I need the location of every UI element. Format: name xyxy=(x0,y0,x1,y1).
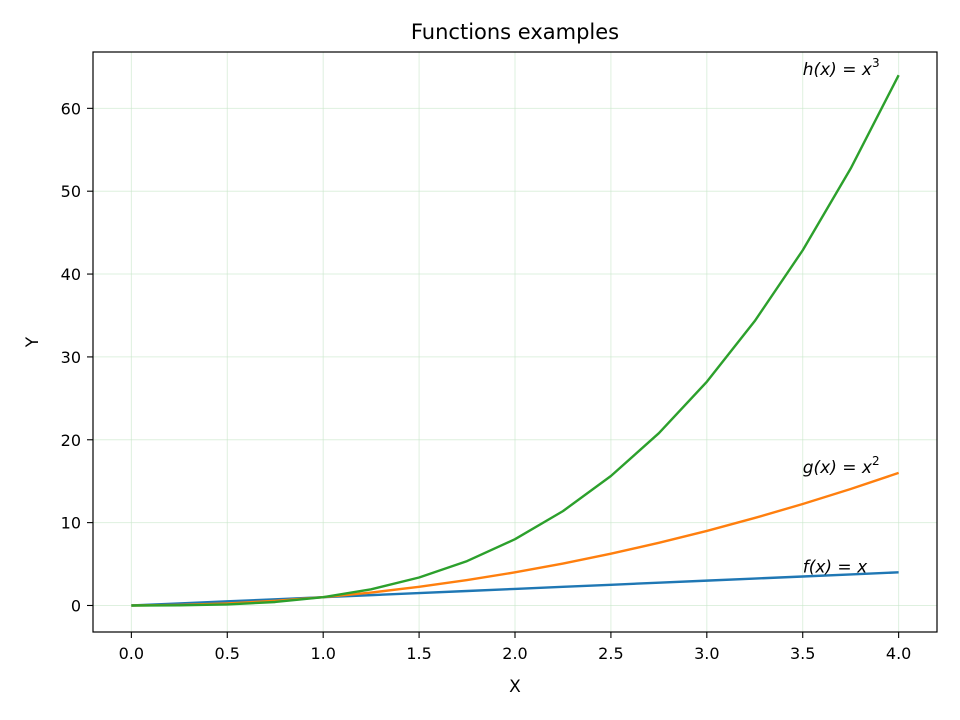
x-tick-label: 0.0 xyxy=(119,644,144,663)
x-tick-label: 2.5 xyxy=(598,644,623,663)
annotation-lhs: g(x) xyxy=(803,458,837,478)
f-series-line xyxy=(131,571,899,607)
x-axis: 0.0 0.5 1.0 1.5 2.0 2.5 3.0 3.5 4.0 xyxy=(119,632,911,663)
annotation-rhs: x xyxy=(861,60,873,80)
annotation-operator: = xyxy=(837,60,862,80)
annotation-rhs: x xyxy=(861,458,873,478)
series-layer xyxy=(131,74,900,607)
y-tick-label: 50 xyxy=(61,182,81,201)
x-tick-label: 3.0 xyxy=(694,644,719,663)
annotation-operator: = xyxy=(832,557,857,577)
g-annotation: g(x) = x2 xyxy=(803,454,880,478)
y-axis: 0 10 20 30 40 50 60 xyxy=(61,99,93,615)
h-annotation: h(x) = x3 xyxy=(803,56,880,80)
annotation-exponent: 3 xyxy=(872,56,880,70)
x-axis-label: X xyxy=(509,677,521,697)
annotation-lhs: h(x) xyxy=(803,60,837,80)
x-tick-label: 1.5 xyxy=(406,644,431,663)
y-tick-label: 20 xyxy=(61,431,81,450)
x-tick-label: 0.5 xyxy=(215,644,240,663)
x-tick-label: 1.0 xyxy=(310,644,335,663)
y-tick-label: 0 xyxy=(71,596,81,615)
annotation-layer: f(x) = xg(x) = x2h(x) = x3 xyxy=(803,56,880,577)
y-tick-label: 60 xyxy=(61,99,81,118)
y-tick-label: 30 xyxy=(61,348,81,367)
grid-lines xyxy=(93,52,937,632)
y-axis-label: Y xyxy=(23,336,43,348)
x-tick-label: 2.0 xyxy=(502,644,527,663)
f-annotation: f(x) = x xyxy=(803,557,868,577)
annotation-lhs: f(x) xyxy=(803,557,832,577)
y-tick-label: 40 xyxy=(61,265,81,284)
y-tick-label: 10 xyxy=(61,514,81,533)
annotation-exponent: 2 xyxy=(872,454,880,468)
x-tick-label: 3.5 xyxy=(790,644,815,663)
h-series-line xyxy=(131,74,900,607)
x-tick-label: 4.0 xyxy=(886,644,911,663)
chart-title: Functions examples xyxy=(411,20,619,44)
annotation-operator: = xyxy=(837,458,862,478)
annotation-rhs: x xyxy=(856,557,868,577)
